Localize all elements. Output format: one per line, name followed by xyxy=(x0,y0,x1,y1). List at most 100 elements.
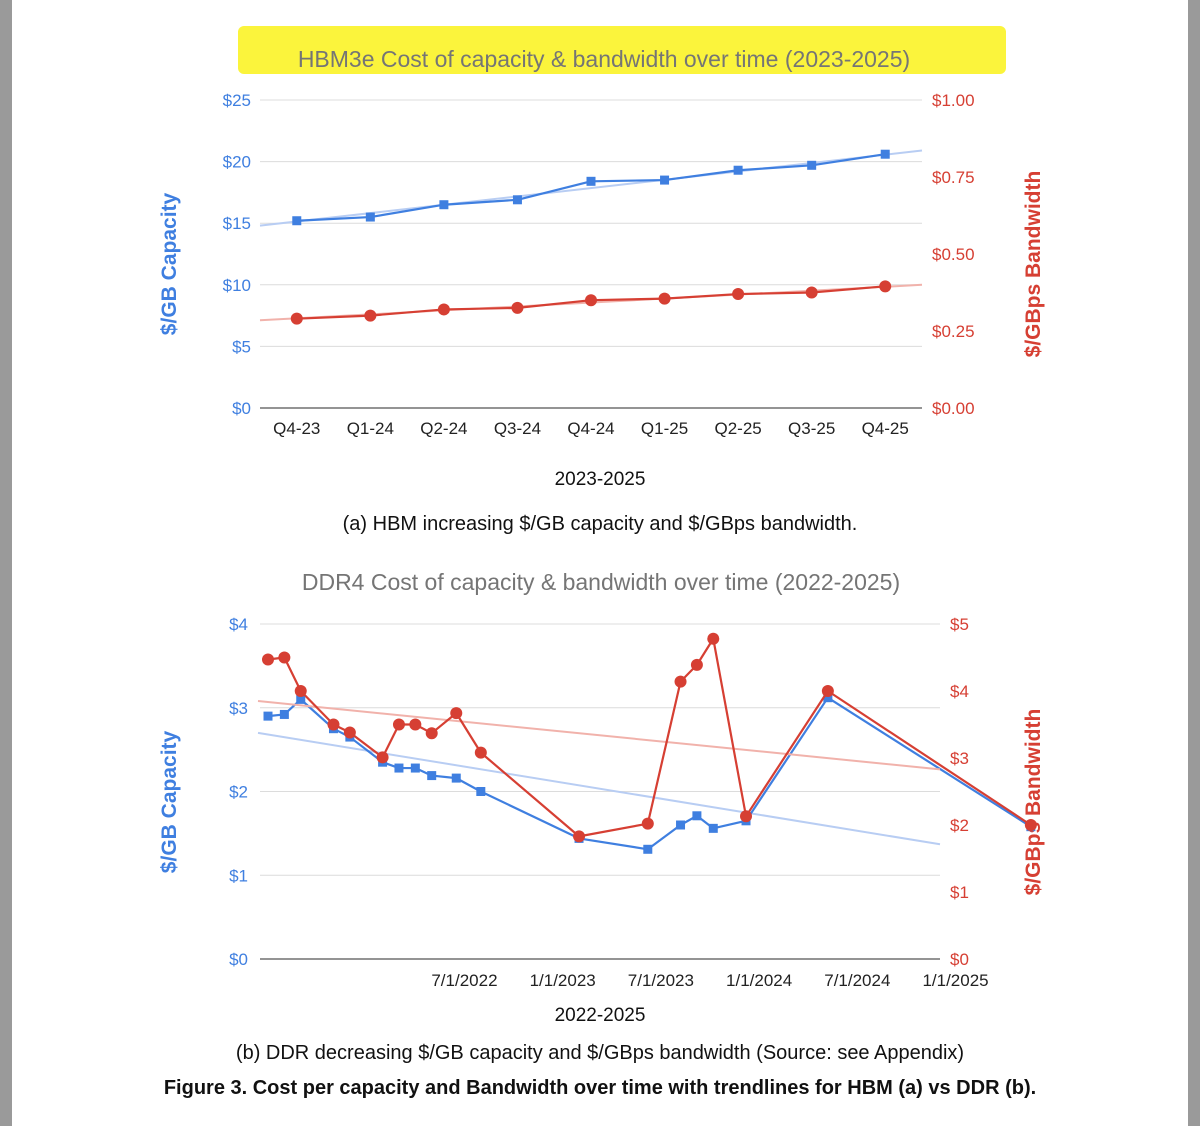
chart-a-bandwidth-point xyxy=(511,301,524,314)
chart-b-bandwidth-point xyxy=(409,718,422,731)
chart-a-bandwidth-point xyxy=(364,309,377,322)
chart-b-xlabel: 2022-2025 xyxy=(555,1005,646,1026)
chart-a-capacity-point xyxy=(660,175,670,185)
chart-b-capacity-point xyxy=(708,823,718,833)
chart-a-capacity-point xyxy=(807,160,817,170)
chart-b-x-tick: 7/1/2024 xyxy=(824,971,890,990)
chart-b-bandwidth-point xyxy=(674,675,687,688)
chart-b-caption: (b) DDR decreasing $/GB capacity and $/G… xyxy=(235,1042,965,1064)
chart-b-bandwidth-point xyxy=(641,817,654,830)
chart-b-capacity-point xyxy=(427,771,437,781)
chart-b-right-tick: $3 xyxy=(950,749,969,768)
chart-b-right-tick: $2 xyxy=(950,816,969,835)
chart-b-bandwidth-point xyxy=(450,707,463,720)
chart-b-bandwidth-line xyxy=(267,637,1032,838)
chart-a-capacity-point xyxy=(365,212,375,222)
chart-b-bandwidth-point xyxy=(821,685,834,697)
chart-b-x-tick: 1/1/2023 xyxy=(530,971,596,990)
chart-b-bandwidth-point xyxy=(474,746,487,759)
chart-b-capacity-point xyxy=(643,844,653,854)
chart-a-x-tick: Q2-24 xyxy=(420,419,467,438)
chart-a-left-tick: $5 xyxy=(232,337,251,356)
figure-caption: Figure 3. Cost per capacity and Bandwidt… xyxy=(163,1077,1037,1099)
chart-a-left-axis-label: $/GB Capacity xyxy=(158,192,181,335)
chart-b-left-axis-label: $/GB Capacity xyxy=(158,730,181,873)
chart-a-right-tick: $0.25 xyxy=(932,322,975,341)
chart-b-left-tick: $1 xyxy=(229,866,248,885)
chart-b-right-tick: $4 xyxy=(950,682,969,701)
chart-a-bandwidth-point xyxy=(585,294,597,307)
chart-b-bandwidth-point xyxy=(262,653,274,666)
chart-a-x-tick: Q4-24 xyxy=(567,419,614,438)
chart-b-right-tick: $1 xyxy=(950,883,969,902)
chart-a-plot: $0 $5 $10 $15 $20 $25 $0.00 $0.25 $0.50 $0.75 $1.0… xyxy=(223,91,975,438)
chart-a-capacity-point xyxy=(512,195,522,205)
chart-a-right-axis-label: $/GBps Bandwidth xyxy=(1022,171,1045,358)
chart-a-left-tick: $10 xyxy=(223,276,251,295)
chart-b-left-tick: $2 xyxy=(229,783,248,802)
chart-a-right-tick: $1.00 xyxy=(932,91,975,110)
chart-b-right-tick: $0 xyxy=(950,950,969,969)
chart-a-bandwidth-point xyxy=(879,280,892,293)
chart-a-left-tick: $15 xyxy=(223,214,251,233)
chart-b-bandwidth-trendline xyxy=(257,700,941,771)
chart-b-right-tick: $5 xyxy=(950,615,969,634)
chart-b-left-tick: $3 xyxy=(229,699,248,718)
chart-a-xlabel: 2023-2025 xyxy=(555,469,646,490)
chart-a-capacity-point xyxy=(880,149,890,159)
chart-b-x-tick: 7/1/2023 xyxy=(628,971,694,990)
chart-b-bandwidth-point xyxy=(690,658,703,671)
chart-b-x-tick: 1/1/2025 xyxy=(922,971,988,990)
chart-b-right-axis-label: $/GBps Bandwidth xyxy=(1022,709,1045,896)
chart-b-capacity-point xyxy=(476,787,486,796)
chart-a-capacity-point xyxy=(586,176,596,186)
chart-a-x-tick: Q1-25 xyxy=(641,419,688,438)
chart-a-capacity-point xyxy=(439,200,449,210)
chart-a-left-tick: $20 xyxy=(223,153,251,172)
chart-b-bandwidth-point xyxy=(327,718,340,731)
chart-b-bandwidth-point xyxy=(376,751,389,764)
chart-a-bandwidth-point xyxy=(290,312,303,325)
chart-b-capacity-point xyxy=(692,811,702,821)
chart-a-x-tick: Q3-25 xyxy=(788,419,835,438)
chart-b-bandwidth-point xyxy=(343,726,356,739)
chart-b-bandwidth-point xyxy=(1024,819,1037,831)
chart-a-bandwidth-point xyxy=(732,288,745,301)
chart-a-x-tick: Q3-24 xyxy=(494,419,541,438)
chart-a-title: HBM3e Cost of capacity & bandwidth over … xyxy=(298,46,910,72)
chart-b-capacity-point xyxy=(410,763,420,773)
chart-a-left-tick: $0 xyxy=(232,399,251,418)
chart-a-bandwidth-point xyxy=(437,303,450,316)
chart-b-capacity-point xyxy=(263,711,273,721)
chart-a-right-tick: $0.75 xyxy=(932,168,975,187)
chart-b-left-tick: $0 xyxy=(229,950,248,969)
chart-b-left-tick: $4 xyxy=(229,615,248,634)
chart-a-left-tick: $25 xyxy=(223,91,251,110)
chart-a-bandwidth-point xyxy=(805,286,818,299)
chart-b-bandwidth-point xyxy=(294,685,307,697)
chart-a-right-tick: $0.50 xyxy=(932,245,975,264)
chart-a-x-tick: Q2-25 xyxy=(714,419,761,438)
chart-b-title: DDR4 Cost of capacity & bandwidth over t… xyxy=(302,569,900,595)
chart-a-capacity-point xyxy=(733,165,743,175)
chart-b-bandwidth-point xyxy=(278,651,291,664)
chart-b-bandwidth-point xyxy=(425,727,438,740)
title-highlight xyxy=(238,26,1006,74)
chart-b-capacity-point xyxy=(394,763,404,773)
chart-b-capacity-point xyxy=(451,773,461,783)
chart-a-capacity-point xyxy=(292,216,302,226)
chart-b-plot: $0 $1 $2 $3 $4 $0 $1 $2 $3 $4 $5 7/1/2022 1/1/2023 7/… xyxy=(229,615,1037,990)
chart-b-capacity-point xyxy=(279,709,289,719)
chart-b-x-tick: 7/1/2022 xyxy=(431,971,497,990)
chart-b-bandwidth-point xyxy=(707,632,720,645)
chart-a-bandwidth-point xyxy=(658,292,671,305)
chart-a-caption: (a) HBM increasing $/GB capacity and $/G… xyxy=(342,513,858,535)
chart-b-capacity-point xyxy=(296,694,306,704)
chart-a-x-tick: Q4-25 xyxy=(862,419,909,438)
chart-b-capacity-trendline xyxy=(257,731,941,846)
chart-a-right-tick: $0.00 xyxy=(932,399,975,418)
chart-a-x-tick: Q1-24 xyxy=(347,419,394,438)
chart-b-x-tick: 1/1/2024 xyxy=(726,971,792,990)
chart-b-capacity-point xyxy=(823,693,833,703)
